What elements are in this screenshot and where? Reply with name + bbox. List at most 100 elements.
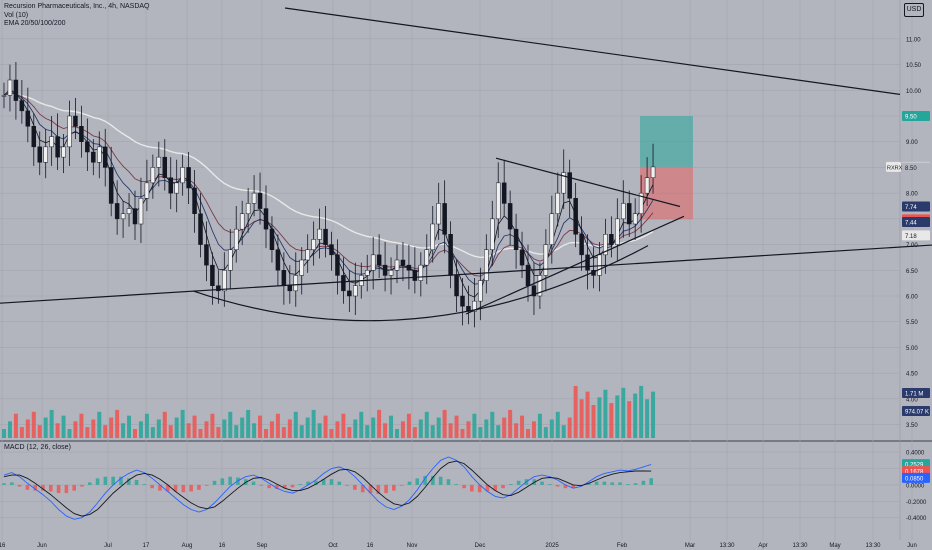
macd-histogram-bar bbox=[493, 484, 498, 491]
candle-body bbox=[305, 249, 310, 261]
time-tick-label: 13:30 bbox=[792, 543, 808, 549]
macd-title[interactable]: MACD (12, 26, close) bbox=[4, 444, 71, 451]
candle-body bbox=[376, 254, 382, 266]
macd-histogram-bar bbox=[314, 480, 318, 485]
volume-bar bbox=[537, 413, 542, 438]
macd-histogram-bar bbox=[17, 484, 22, 487]
candle-body bbox=[436, 203, 441, 225]
macd-histogram-bar bbox=[415, 478, 420, 485]
rising-support-line bbox=[0, 244, 932, 304]
candle-body bbox=[561, 172, 566, 194]
macd-histogram-bar bbox=[407, 481, 412, 485]
macd-histogram-bar bbox=[610, 482, 615, 485]
price-labels: 9.508.51RXRX8.507.747.497.447.181.71 M97… bbox=[886, 111, 930, 483]
currency-button[interactable]: USD bbox=[904, 3, 924, 17]
candle-body bbox=[353, 285, 358, 297]
candle-body bbox=[281, 270, 287, 286]
candle-body bbox=[335, 254, 340, 276]
volume-bar bbox=[299, 425, 304, 438]
volume-bar bbox=[436, 417, 441, 438]
volume-bar bbox=[520, 415, 525, 438]
volume-bar bbox=[97, 411, 102, 438]
position-zones bbox=[640, 116, 693, 220]
candle-body bbox=[543, 244, 549, 276]
candle-body bbox=[156, 156, 162, 168]
chart-legend: Recursion Pharmaceuticals, Inc., 4h, NAS… bbox=[4, 3, 150, 29]
macd-histogram-bar bbox=[446, 479, 451, 485]
indicator-volume[interactable]: Vol (10) bbox=[4, 11, 29, 19]
macd-histogram-bar bbox=[454, 484, 459, 485]
volume-bar bbox=[287, 419, 292, 438]
volume-bar bbox=[79, 413, 84, 438]
volume-bar bbox=[31, 411, 36, 438]
volume-bar bbox=[454, 415, 459, 438]
candle-body bbox=[567, 172, 572, 199]
volume-bar bbox=[466, 421, 471, 438]
price-tag-bg bbox=[902, 216, 930, 227]
macd-tag-label: 0.0850 bbox=[905, 476, 924, 482]
candle-body bbox=[49, 136, 54, 148]
candle-body bbox=[120, 213, 126, 220]
volume-bar bbox=[293, 411, 298, 438]
candle-body bbox=[108, 167, 114, 204]
macd-histogram-bar bbox=[470, 484, 474, 492]
candle-body bbox=[150, 167, 156, 184]
macd-histogram-bar bbox=[594, 481, 599, 485]
volume-bar bbox=[365, 425, 370, 438]
candle-body bbox=[275, 249, 281, 271]
price-tick-label: 5.00 bbox=[906, 346, 918, 352]
volume-bar bbox=[395, 429, 399, 438]
price-tick-label: 4.00 bbox=[906, 397, 918, 403]
candle-body bbox=[1, 95, 7, 97]
candle-body bbox=[31, 126, 37, 148]
volume-bar bbox=[234, 425, 239, 438]
volume-bar bbox=[168, 425, 173, 438]
time-tick-label: 13:30 bbox=[719, 543, 735, 549]
macd-histogram-bar bbox=[306, 481, 310, 485]
volume-bar bbox=[609, 403, 614, 438]
candle-body bbox=[400, 259, 406, 266]
symbol-title[interactable]: Recursion Pharmaceuticals, Inc., 4h, NAS… bbox=[4, 3, 150, 10]
ticker-tag-bg bbox=[886, 161, 901, 172]
macd-histogram-bar bbox=[353, 484, 357, 490]
candle-body bbox=[329, 244, 334, 256]
price-tag-label: 8.50 bbox=[905, 166, 917, 172]
candle-body bbox=[204, 244, 209, 266]
price-tag-bg bbox=[902, 406, 930, 416]
volume-bar bbox=[514, 423, 519, 438]
volume-bar bbox=[73, 421, 78, 438]
macd-tag-label: 0.2529 bbox=[905, 463, 924, 469]
candle-body bbox=[525, 264, 531, 286]
wedge-upper-line bbox=[495, 157, 681, 208]
candle-body bbox=[263, 208, 269, 230]
time-tick-label: Mar bbox=[685, 543, 695, 549]
price-tick-label: 6.00 bbox=[906, 295, 918, 301]
time-tick-label: May bbox=[829, 543, 840, 549]
candle-body bbox=[585, 254, 590, 271]
candle-body bbox=[626, 203, 632, 225]
macd-histogram-bar bbox=[181, 484, 186, 493]
price-tick-label: 7.00 bbox=[906, 243, 918, 249]
price-tick-label: 3.50 bbox=[906, 423, 918, 429]
macd-histogram-bar bbox=[516, 480, 521, 485]
candle-body bbox=[85, 141, 90, 153]
volume-bar bbox=[615, 395, 620, 438]
macd-histogram-bar bbox=[204, 484, 209, 486]
price-tick-label: 6.50 bbox=[906, 269, 918, 275]
indicator-ema[interactable]: EMA 20/50/100/200 bbox=[4, 20, 66, 27]
time-tick-label: 16 bbox=[0, 543, 6, 549]
volume-bar bbox=[210, 413, 215, 438]
volume-bar bbox=[55, 423, 60, 438]
volume-bar bbox=[281, 427, 286, 438]
macd-histogram-bar bbox=[150, 484, 154, 489]
candle-body bbox=[198, 213, 203, 245]
price-tick-label: 4.50 bbox=[906, 372, 918, 378]
price-tag-label: 1.71 M bbox=[905, 392, 923, 398]
time-axis[interactable]: 16 Jun Jul 17 Aug 16 Sep Oct 16 Nov Dec 2025 Feb Mar 1… bbox=[0, 543, 917, 549]
price-tick-label: 5.50 bbox=[906, 320, 918, 326]
macd-histogram-bar bbox=[220, 478, 225, 485]
time-tick-label: Aug bbox=[182, 543, 193, 549]
volume-bar bbox=[127, 415, 132, 438]
volume-bar bbox=[186, 423, 191, 438]
